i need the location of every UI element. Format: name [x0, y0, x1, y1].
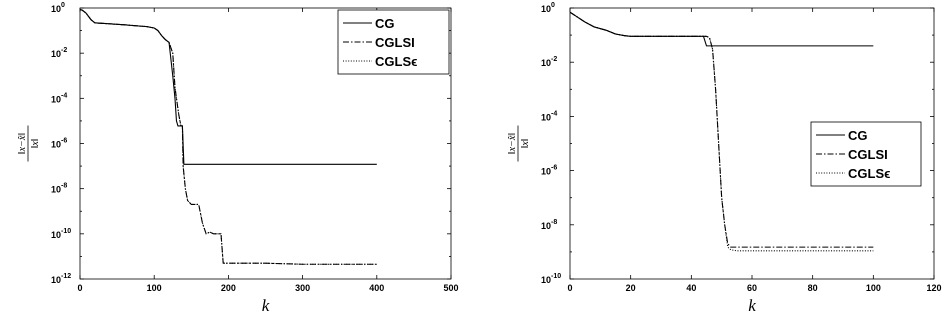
y-tick-label: 10 — [51, 94, 61, 104]
y-tick-label: 10 — [541, 58, 551, 68]
legend: CG CGLSI CGLSϵ — [337, 9, 450, 75]
x-tick-label: 20 — [626, 283, 636, 293]
y-tick-label: 10 — [541, 4, 551, 14]
y-tick-exponent: -10 — [61, 228, 71, 235]
y-tick-exponent: -12 — [61, 273, 71, 280]
y-tick-exponent: -8 — [551, 219, 557, 226]
y-tick-exponent: -4 — [61, 92, 67, 99]
y-tick-exponent: -2 — [61, 47, 67, 54]
y-label-numerator: ‖x−x̂‖ — [17, 133, 28, 154]
chart-1: 0 100 200 300 400 50010-1210-1010-810-610-410… — [17, 2, 459, 315]
y-label-denominator: ‖x‖ — [520, 138, 531, 148]
x-tick-label: 400 — [369, 283, 384, 293]
x-tick-label: 60 — [747, 283, 757, 293]
legend-label: CGLSϵ — [375, 54, 417, 69]
y-tick-label: 10 — [51, 185, 61, 195]
y-tick-exponent: -10 — [551, 273, 561, 280]
y-axis-label: ‖x−x̂‖ ‖x‖ — [507, 125, 531, 162]
y-tick-label: 10 — [51, 230, 61, 240]
y-tick-label: 10 — [541, 221, 551, 231]
y-tick-label: 10 — [51, 4, 61, 14]
y-tick-label: 10 — [51, 140, 61, 150]
y-tick-label: 10 — [51, 49, 61, 59]
y-tick-exponent: -6 — [61, 138, 67, 145]
y-axis-label: ‖x−x̂‖ ‖x‖ — [17, 125, 41, 162]
series-line-cgls — [80, 9, 377, 265]
x-tick-label: 0 — [567, 283, 572, 293]
x-tick-label: 80 — [808, 283, 818, 293]
y-label-denominator: ‖x‖ — [30, 138, 41, 148]
legend-label: CGLSϵ — [848, 166, 890, 181]
x-tick-label: 300 — [295, 283, 310, 293]
x-axis-label: k — [262, 296, 270, 315]
legend-label: CGLSI — [375, 35, 415, 50]
x-tick-label: 0 — [77, 283, 82, 293]
y-tick-label: 10 — [541, 275, 551, 285]
series-group — [80, 9, 377, 265]
legend-label: CG — [848, 128, 868, 143]
x-axis-label: k — [748, 296, 756, 315]
x-tick-label: 40 — [686, 283, 696, 293]
series-line-cg — [570, 11, 874, 47]
x-tick-label: 120 — [926, 283, 941, 293]
x-tick-label: 100 — [147, 283, 162, 293]
legend: CG CGLSI CGLSϵ — [810, 121, 922, 187]
legend-label: CG — [375, 16, 395, 31]
legend-label: CGLSI — [848, 147, 888, 162]
y-label-numerator: ‖x−x̂‖ — [507, 133, 518, 154]
y-tick-exponent: 0 — [61, 2, 65, 9]
x-tick-label: 500 — [443, 283, 458, 293]
y-tick-label: 10 — [541, 112, 551, 122]
series-group — [570, 11, 874, 252]
y-tick-exponent: -6 — [551, 165, 557, 172]
y-tick-label: 10 — [541, 167, 551, 177]
y-tick-exponent: -4 — [551, 110, 557, 117]
y-tick-exponent: -2 — [551, 56, 557, 63]
y-tick-label: 10 — [51, 275, 61, 285]
x-tick-label: 100 — [866, 283, 881, 293]
x-tick-label: 200 — [221, 283, 236, 293]
series-line-cg — [80, 9, 377, 165]
y-tick-exponent: 0 — [551, 2, 555, 9]
series-line-cglsi — [570, 11, 874, 248]
y-tick-exponent: -8 — [61, 183, 67, 190]
